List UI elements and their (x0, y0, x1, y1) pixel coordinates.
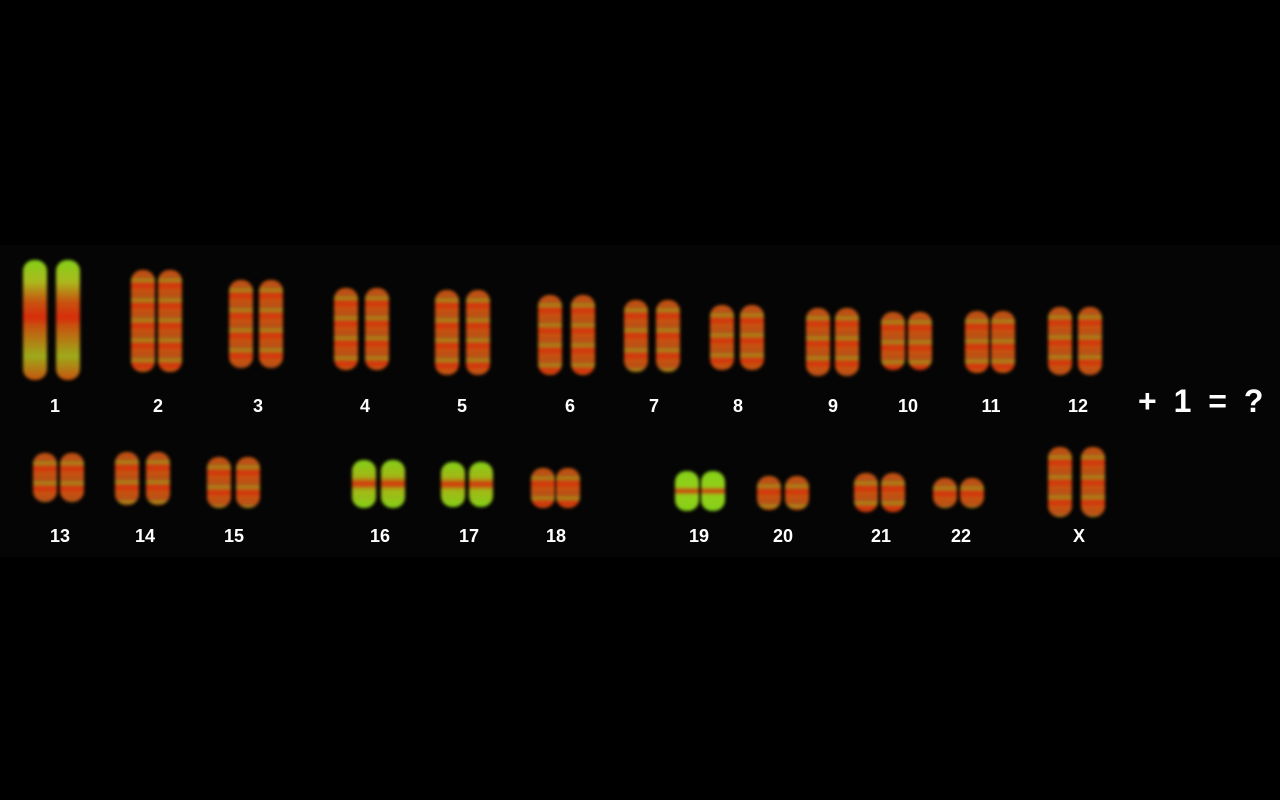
chromosome-13-chromatid-1 (33, 453, 57, 502)
equation-text: + 1 = ? (1138, 383, 1266, 419)
chromosome-3-chromatid-2 (259, 280, 283, 368)
chromosome-label-10: 10 (897, 396, 919, 416)
chromosome-10-chromatid-1 (881, 312, 905, 370)
chromosome-label-17: 17 (458, 526, 480, 546)
chromosome-label-21: 21 (870, 526, 892, 546)
chromosome-4-chromatid-2 (365, 288, 389, 370)
chromosome-15-chromatid-2 (236, 457, 260, 508)
chromosome-5-chromatid-2 (466, 290, 490, 375)
chromosome-2-chromatid-2 (158, 270, 182, 372)
chromosome-label-13: 13 (49, 526, 71, 546)
chromosome-label-15: 15 (223, 526, 245, 546)
chromosome-label-1: 1 (49, 396, 61, 416)
chromosome-11-chromatid-1 (965, 311, 989, 373)
chromosome-label-X: X (1072, 526, 1086, 546)
chromosome-X-chromatid-1 (1048, 447, 1072, 517)
chromosome-9-chromatid-2 (835, 308, 859, 376)
chromosome-label-8: 8 (732, 396, 744, 416)
chromosome-label-9: 9 (827, 396, 839, 416)
chromosome-label-4: 4 (359, 396, 371, 416)
chromosome-label-3: 3 (252, 396, 264, 416)
chromosome-7-chromatid-2 (656, 300, 680, 372)
chromosome-4-chromatid-1 (334, 288, 358, 370)
chromosome-19-chromatid-1 (675, 471, 699, 511)
chromosome-1-chromatid-2 (56, 260, 80, 380)
chromosome-21-chromatid-1 (854, 473, 878, 512)
chromosome-8-chromatid-1 (710, 305, 734, 370)
chromosome-16-chromatid-1 (352, 460, 376, 508)
chromosome-6-chromatid-2 (571, 295, 595, 375)
chromosome-label-14: 14 (134, 526, 156, 546)
chromosome-20-chromatid-1 (757, 476, 781, 510)
chromosome-6-chromatid-1 (538, 295, 562, 375)
chromosome-12-chromatid-2 (1078, 307, 1102, 375)
chromosome-label-2: 2 (152, 396, 164, 416)
chromosome-12-chromatid-1 (1048, 307, 1072, 375)
chromosome-label-6: 6 (564, 396, 576, 416)
chromosome-X-chromatid-2 (1081, 447, 1105, 517)
chromosome-9-chromatid-1 (806, 308, 830, 376)
chromosome-10-chromatid-2 (908, 312, 932, 370)
chromosome-14-chromatid-1 (115, 452, 139, 505)
chromosome-17-chromatid-2 (469, 462, 493, 507)
chromosome-label-7: 7 (648, 396, 660, 416)
chromosome-17-chromatid-1 (441, 462, 465, 507)
chromosome-8-chromatid-2 (740, 305, 764, 370)
chromosome-5-chromatid-1 (435, 290, 459, 375)
chromosome-11-chromatid-2 (991, 311, 1015, 373)
chromosome-13-chromatid-2 (60, 453, 84, 502)
chromosome-19-chromatid-2 (701, 471, 725, 511)
chromosome-label-22: 22 (950, 526, 972, 546)
chromosome-20-chromatid-2 (785, 476, 809, 510)
chromosome-2-chromatid-1 (131, 270, 155, 372)
chromosome-16-chromatid-2 (381, 460, 405, 508)
chromosome-7-chromatid-1 (624, 300, 648, 372)
chromosome-label-11: 11 (981, 396, 1001, 416)
chromosome-21-chromatid-2 (881, 473, 905, 512)
chromosome-label-16: 16 (369, 526, 391, 546)
chromosome-18-chromatid-2 (556, 468, 580, 508)
chromosome-label-12: 12 (1067, 396, 1089, 416)
chromosome-label-20: 20 (772, 526, 794, 546)
chromosome-18-chromatid-1 (531, 468, 555, 508)
chromosome-1-chromatid-1 (23, 260, 47, 380)
chromosome-15-chromatid-1 (207, 457, 231, 508)
chromosome-label-5: 5 (456, 396, 468, 416)
chromosome-22-chromatid-2 (960, 478, 984, 508)
chromosome-label-19: 19 (688, 526, 710, 546)
chromosome-22-chromatid-1 (933, 478, 957, 508)
chromosome-3-chromatid-1 (229, 280, 253, 368)
chromosome-14-chromatid-2 (146, 452, 170, 505)
chromosome-label-18: 18 (545, 526, 567, 546)
